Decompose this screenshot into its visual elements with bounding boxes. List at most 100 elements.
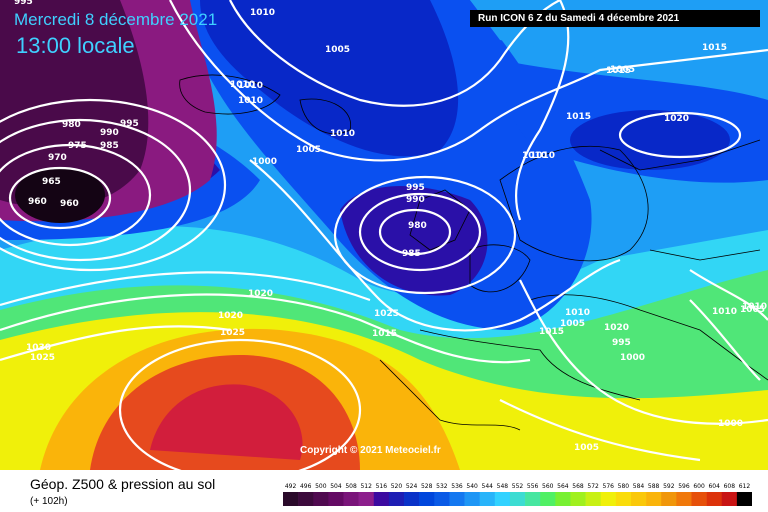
scale-value: 568 [572,483,584,490]
scale-value: 552 [512,483,524,490]
scale-value: 536 [451,483,463,490]
isobar-label: 990 [406,195,425,205]
scale-value: 612 [739,483,751,490]
isobar-label: 980 [62,120,81,130]
scale-swatch [479,492,496,506]
isobar-label: 1000 [620,353,645,363]
isobar-label: 1015 [539,327,564,337]
scale-swatch [283,492,299,506]
scale-value: 496 [300,483,312,490]
forecast-time: 13:00 locale [16,33,135,58]
scale-swatch [313,492,329,506]
scale-value: 556 [527,483,539,490]
scale-swatch [646,492,662,506]
isobar-label: 965 [42,177,61,187]
scale-value: 492 [285,483,297,490]
field-black-core [15,167,105,223]
scale-value: 548 [497,483,509,490]
scale-value: 504 [330,483,342,490]
scale-value: 524 [406,483,418,490]
scale-swatch [555,492,571,506]
scale-value: 576 [603,483,615,490]
scale-value: 580 [618,483,630,490]
scale-value: 508 [345,483,357,490]
scale-value: 532 [436,483,448,490]
isobar-label: 1015 [372,329,397,339]
scale-swatch [736,492,752,506]
scale-swatch [449,492,465,506]
isobars [0,0,768,470]
scale-swatch [419,492,435,506]
isobar-label: 995 [406,183,425,193]
isobar-label: 1020 [604,323,629,333]
isobar-label: 1030 [26,343,51,353]
isobar-label: 1005 [740,305,765,315]
isobar-label: 960 [60,199,79,209]
isobar-label: 985 [100,141,119,151]
legend-subtitle: (+ 102h) [30,496,68,507]
scale-value: 528 [421,483,433,490]
scale-value: 588 [648,483,660,490]
isobar-label: 1010 [250,8,275,18]
isobar-label: 995 [120,119,139,129]
coastlines [179,74,768,431]
scale-swatch [721,492,738,506]
scale-swatch [328,492,344,506]
scale-value: 608 [724,483,736,490]
isobar-label: 1000 [252,157,277,167]
scale-value: 520 [391,483,403,490]
isobar-label: 1005 [610,65,635,75]
isobar-label: 1025 [374,309,399,319]
forecast-date: Mercredi 8 décembre 2021 [14,10,218,29]
isobar-label: 1010 [230,80,255,90]
scale-swatch [706,492,723,506]
isobar-label: 1010 [238,81,263,91]
scale-swatch [343,492,359,506]
scale-value: 512 [360,483,372,490]
scale-value: 604 [708,483,720,490]
field-cyan-band [0,226,768,339]
scale-value: 572 [587,483,599,490]
isobar-label: 1010 [742,302,767,312]
scale-value: 592 [663,483,675,490]
isobar-label: 970 [48,153,67,163]
isobar-label: 1005 [325,45,350,55]
scale-value: 544 [482,483,494,490]
scale-swatch [404,492,420,506]
isobar-label: 1025 [220,328,245,338]
field-indigo-low [340,186,488,296]
isobar-label: 975 [68,141,87,151]
field-crimson-core [150,384,303,460]
isobar-label: 980 [408,221,427,231]
field-deep-blue [200,0,459,157]
scale-swatch [691,492,707,506]
isobar-label: 1010 [522,151,547,161]
scale-swatch [676,492,692,506]
scale-swatch [585,492,602,506]
colour-scale: 492 496 500 504 508 512 516 520 524 528 532 536 540 5… [283,483,752,506]
scale-value: 564 [557,483,569,490]
scale-value: 500 [315,483,327,490]
model-run-banner: Run ICON 6 Z du Samedi 4 décembre 2021 [470,10,760,27]
isobar-label: 1020 [218,311,243,321]
scale-swatch [570,492,586,506]
scale-swatch [358,492,375,506]
scale-swatch [494,492,511,506]
scale-swatch [600,492,617,506]
isobar-label: 1000 [718,419,743,429]
scale-swatch [373,492,390,506]
weather-map: 9951010100510101010995980990985975970965… [0,0,768,470]
isobar-label: 1010 [712,307,737,317]
isobar-label: 1020 [248,289,273,299]
scale-swatch [540,492,556,506]
scale-swatch [434,492,450,506]
scale-value: 540 [466,483,478,490]
scale-value: 516 [376,483,388,490]
isobar-label: 960 [28,197,47,207]
isobar-label: 1015 [606,66,631,76]
scale-value: 584 [633,483,645,490]
isobar-label: 1010 [330,129,355,139]
scale-swatch [509,492,526,506]
legend-footer: Géop. Z500 & pression au sol (+ 102h) 49… [0,470,768,512]
isobar-label: 1015 [566,112,591,122]
